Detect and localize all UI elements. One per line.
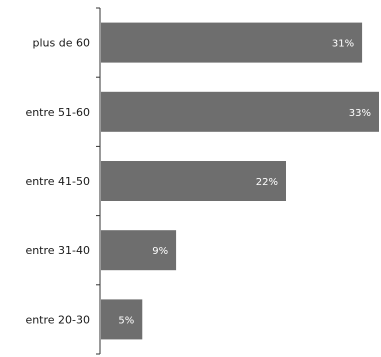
category-label: plus de 60 [33,37,90,50]
data-label: 9% [152,246,168,257]
bar [101,161,286,201]
y-axis [96,7,101,355]
labels-layer: plus de 60 31% entre 51-60 33% entre 41-50 22… [25,37,371,327]
category-label: entre 41-50 [25,175,90,188]
bar [101,230,177,271]
data-label: 22% [256,177,278,188]
category-label: entre 51-60 [25,106,90,119]
data-label: 33% [349,108,371,119]
data-label: 31% [332,39,354,50]
bar [101,299,143,340]
category-label: entre 31-40 [25,244,90,257]
bars-layer [101,22,379,340]
data-label: 5% [118,315,134,326]
bar [101,91,379,132]
category-label: entre 20-30 [25,313,90,326]
bar [101,22,363,63]
